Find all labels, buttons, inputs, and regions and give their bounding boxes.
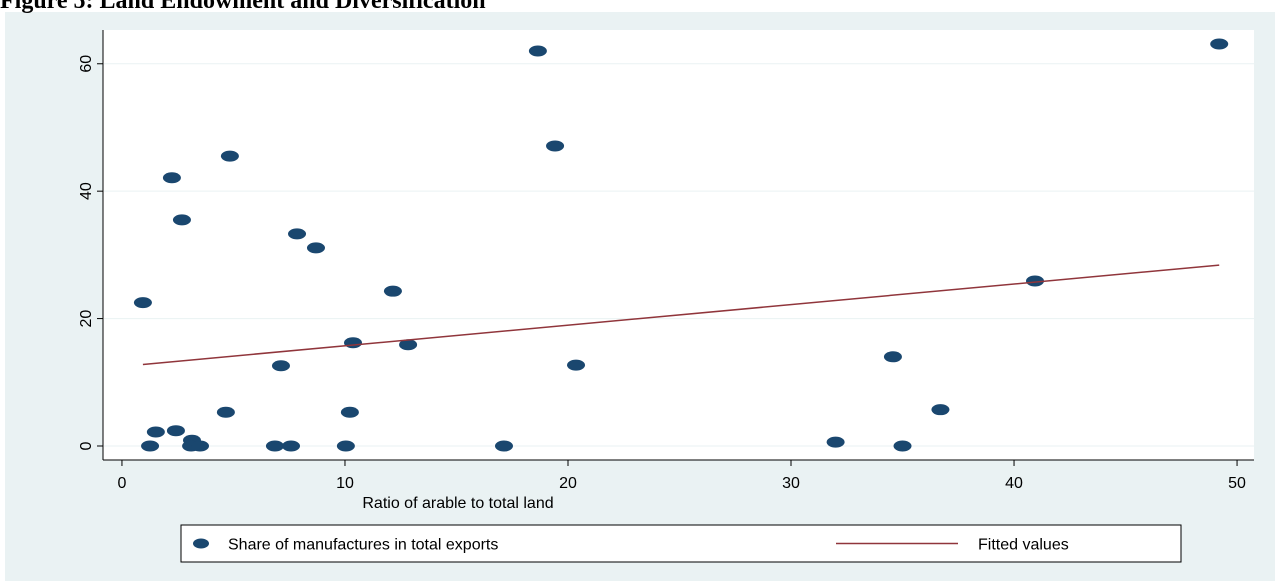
point (271, 360, 290, 372)
point (216, 406, 235, 418)
point (191, 440, 210, 452)
x-tick-label: 40 (1005, 475, 1023, 492)
point (826, 436, 845, 448)
point (172, 214, 191, 226)
x-tick-label: 10 (336, 475, 354, 492)
legend (180, 524, 1182, 563)
x-tick-label: 50 (1228, 475, 1246, 492)
chart-title: Figure 5: Land Endowment and Diversifica… (0, 0, 486, 14)
point (288, 228, 307, 240)
legend-symbol (193, 538, 209, 549)
point (883, 351, 902, 363)
point (344, 337, 363, 349)
fitted-line (142, 264, 1220, 366)
point (220, 150, 239, 162)
x-tick-label: 0 (118, 475, 127, 492)
plot-area (103, 30, 1254, 460)
point (931, 404, 950, 416)
point (494, 440, 513, 452)
point (399, 339, 418, 351)
x-tick-label: 20 (559, 475, 577, 492)
point (546, 140, 565, 152)
point (383, 285, 402, 297)
point (567, 359, 586, 371)
y-tick-label: 40 (78, 182, 95, 200)
legend-label: Share of manufactures in total exports (228, 537, 498, 554)
point (265, 440, 284, 452)
point (306, 242, 325, 254)
point (1025, 275, 1044, 287)
point (336, 440, 355, 452)
point (162, 172, 181, 184)
point (146, 426, 165, 438)
y-tick-label: 0 (78, 441, 95, 450)
point (141, 440, 160, 452)
y-tick-label: 20 (78, 310, 95, 328)
y-tick-label: 60 (78, 55, 95, 73)
x-axis-label: Ratio of arable to total land (362, 495, 553, 512)
point (1210, 38, 1229, 50)
point (282, 440, 301, 452)
x-tick-label: 30 (782, 475, 800, 492)
point (528, 45, 547, 57)
point (340, 406, 359, 418)
point (893, 440, 912, 452)
legend-label: Fitted values (978, 537, 1069, 554)
point (166, 425, 185, 437)
point (133, 297, 152, 309)
